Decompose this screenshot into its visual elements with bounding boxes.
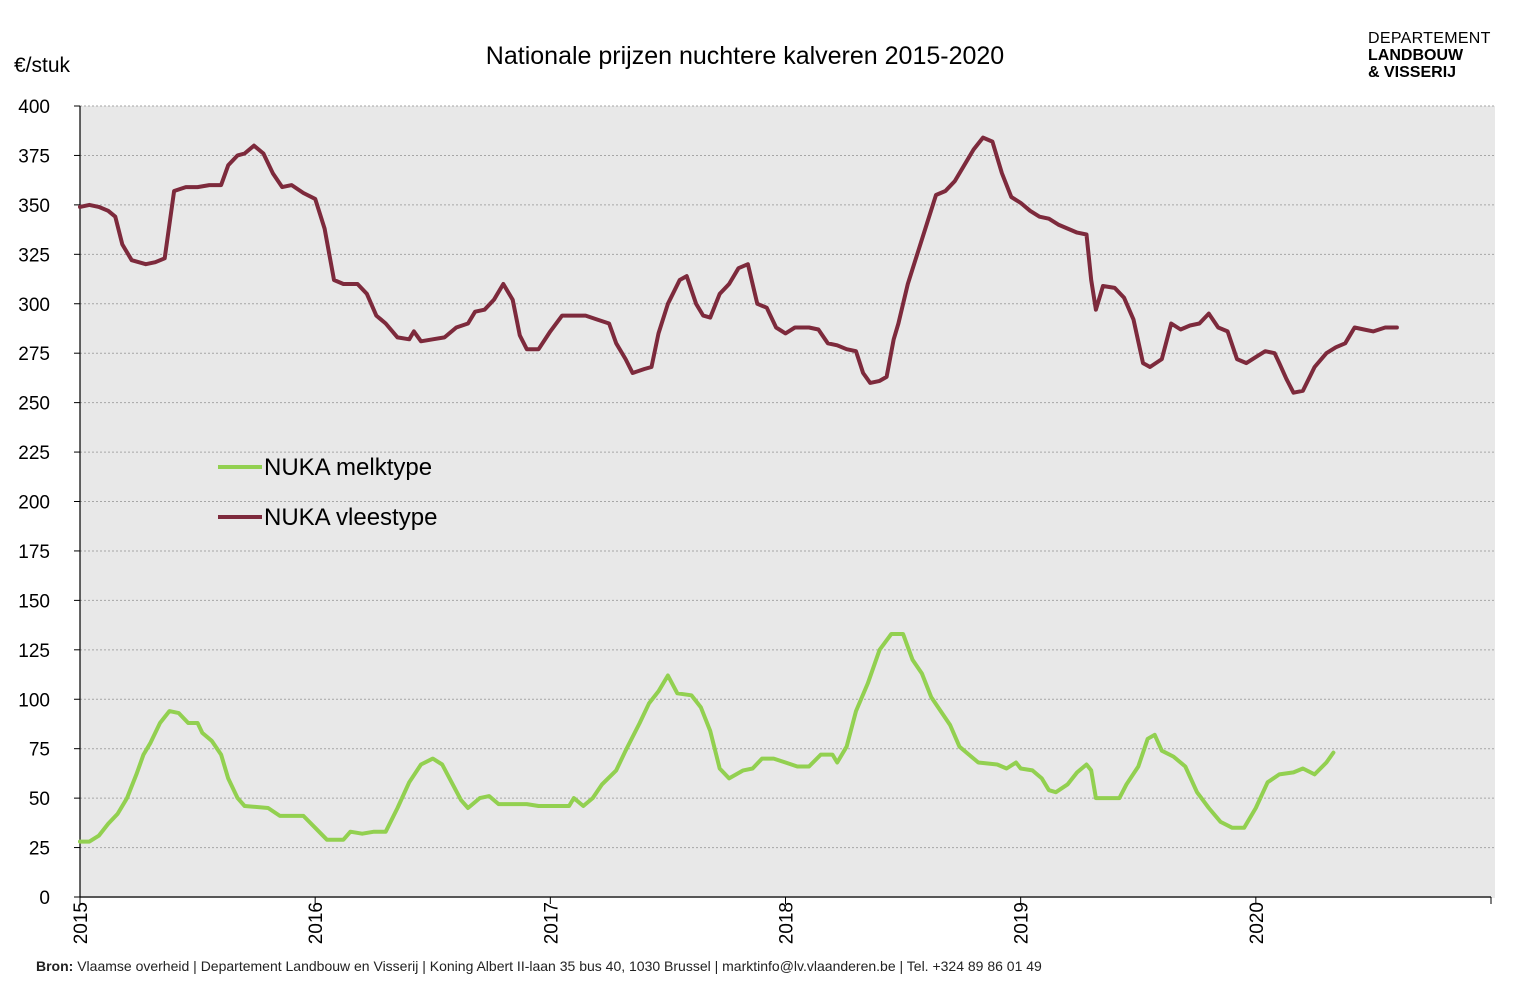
y-tick-label: 275 <box>18 344 50 365</box>
legend-label: NUKA vleestype <box>264 504 437 531</box>
source-footnote: Bron: Vlaamse overheid | Departement Lan… <box>36 958 1042 974</box>
x-tick-label: 2018 <box>777 902 798 944</box>
plot-area <box>80 106 1495 898</box>
y-tick-label: 25 <box>29 839 50 860</box>
x-tick-label: 2016 <box>306 902 327 944</box>
logo-line-2: LANDBOUW <box>1368 47 1464 64</box>
y-axis-unit-label: €/stuk <box>14 54 71 77</box>
y-tick-label: 375 <box>18 146 50 167</box>
y-tick-label: 200 <box>18 493 50 514</box>
y-axis-ticks: 0 25 50 75 100 125 150 175 200 225 250 275 300 325 350… <box>18 97 80 909</box>
legend: NUKA melktype NUKA vleestype <box>218 454 437 531</box>
y-tick-label: 150 <box>18 591 50 612</box>
x-tick-label: 2020 <box>1247 902 1268 944</box>
y-tick-label: 0 <box>39 888 50 909</box>
y-tick-label: 100 <box>18 690 50 711</box>
y-tick-label: 125 <box>18 641 50 662</box>
source-text: Vlaamse overheid | Departement Landbouw … <box>73 958 1042 974</box>
y-tick-label: 250 <box>18 394 50 415</box>
chart-title: Nationale prijzen nuchtere kalveren 2015… <box>485 42 1005 70</box>
x-tick-label: 2015 <box>71 902 92 944</box>
x-tick-label: 2019 <box>1012 902 1033 944</box>
logo-line-3: & VISSERIJ <box>1368 64 1457 81</box>
x-axis-ticks: 2015 2016 2017 2018 2019 2020 <box>71 897 1492 944</box>
y-tick-label: 300 <box>18 295 50 316</box>
series-lines <box>78 135 1399 844</box>
x-tick-label: 2017 <box>541 902 562 944</box>
y-tick-label: 50 <box>29 789 50 810</box>
y-tick-label: 325 <box>18 245 50 266</box>
source-prefix: Bron: <box>36 958 74 974</box>
logo-line-1: DEPARTEMENT <box>1368 30 1491 47</box>
series-line <box>78 135 1399 395</box>
series-line <box>78 632 1336 844</box>
department-logo: DEPARTEMENT LANDBOUW & VISSERIJ <box>1368 30 1491 81</box>
y-tick-label: 350 <box>18 196 50 217</box>
y-tick-label: 75 <box>29 740 50 761</box>
legend-label: NUKA melktype <box>264 454 432 481</box>
y-tick-label: 400 <box>18 97 50 118</box>
y-tick-label: 175 <box>18 542 50 563</box>
y-tick-label: 225 <box>18 443 50 464</box>
